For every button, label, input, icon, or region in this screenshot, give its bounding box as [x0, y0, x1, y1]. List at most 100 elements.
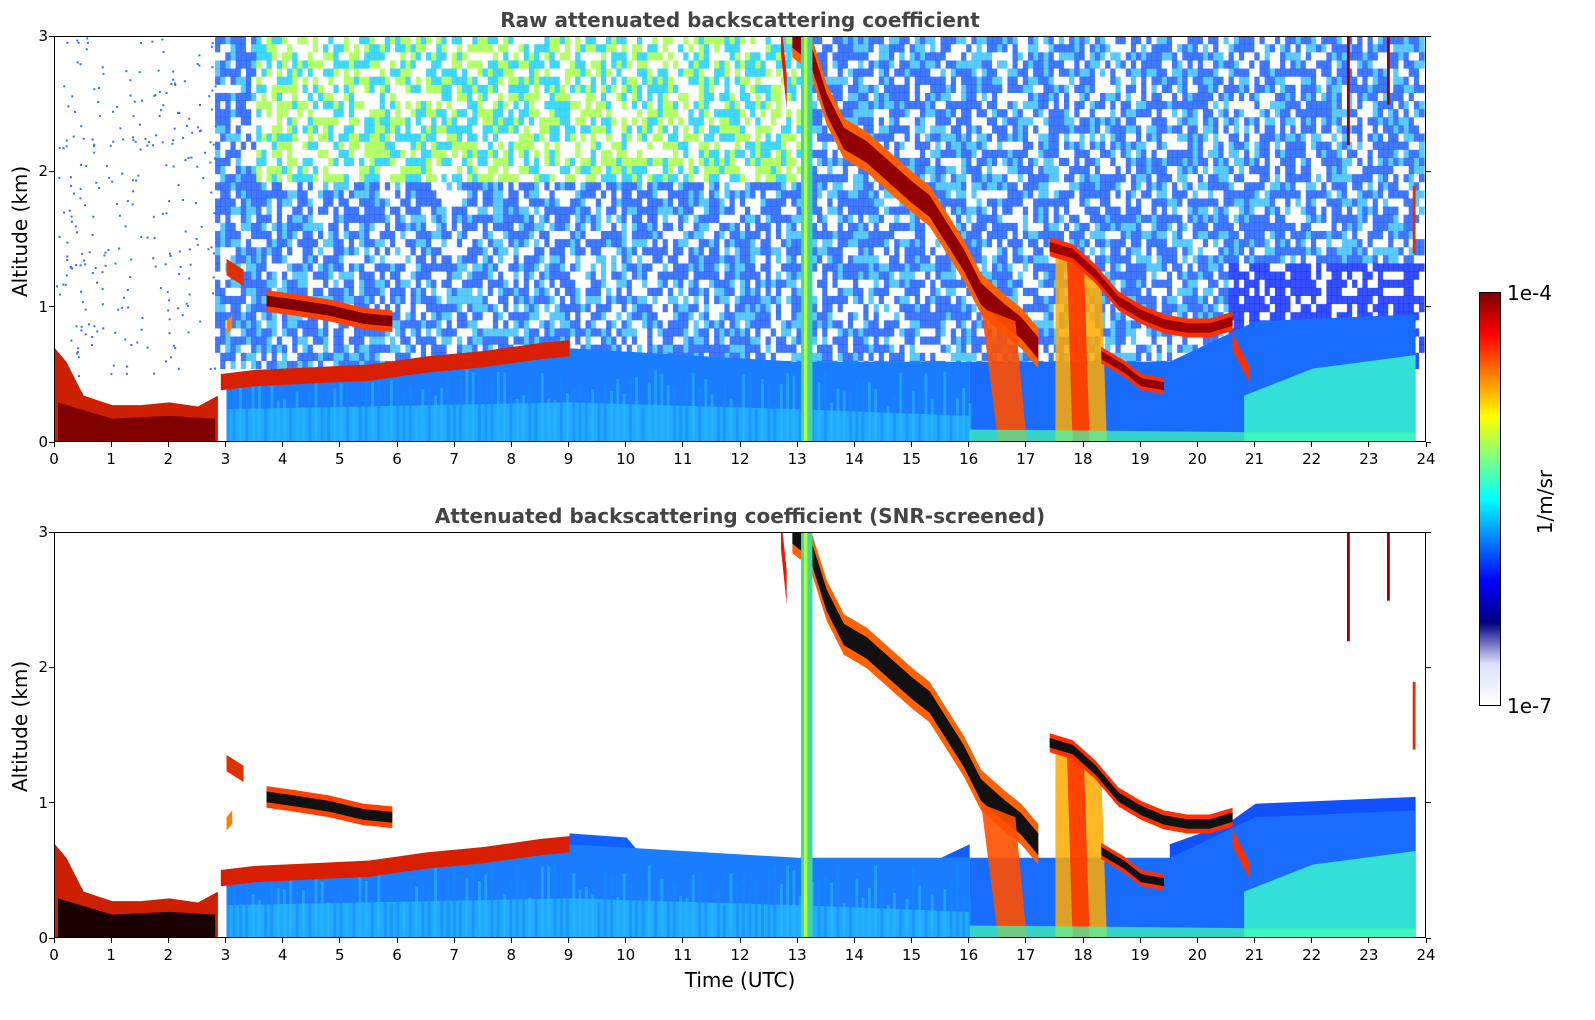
noise-speckle	[323, 37, 329, 45]
noise-speckle	[359, 124, 365, 134]
noise-speckle	[827, 230, 833, 240]
noise-speckle	[240, 271, 247, 280]
noise-speckle	[734, 43, 741, 53]
noise-speckle	[688, 37, 695, 45]
noise-speckle	[395, 238, 401, 248]
noise-speckle	[528, 254, 535, 264]
noise-speckle	[642, 287, 648, 296]
noise-speckle	[611, 116, 617, 126]
noise-speckle	[708, 133, 715, 142]
noise-speckle	[374, 279, 381, 288]
noise-speckle	[431, 116, 437, 126]
noise-speckle	[606, 157, 612, 167]
noise-speckle	[353, 327, 360, 337]
noise-speckle	[420, 116, 427, 126]
noise-speckle	[600, 238, 607, 248]
noise-speckle	[271, 230, 278, 240]
noise-speckle	[652, 68, 659, 77]
noise-speckle	[415, 100, 422, 110]
noise-speckle	[708, 344, 715, 353]
noise-speckle	[714, 60, 720, 69]
noise-speckle	[657, 222, 664, 232]
noise-speckle	[647, 214, 653, 223]
noise-speckle	[467, 279, 473, 288]
noise-speckle	[348, 344, 355, 353]
noise-speckle	[338, 189, 345, 199]
noise-speckle	[307, 37, 314, 45]
noise-speckle	[626, 246, 633, 256]
noise-speckle	[477, 263, 484, 272]
noise-speckle	[636, 149, 643, 158]
noise-speckle	[415, 51, 422, 61]
noise-speckle	[647, 295, 653, 305]
noise-speckle	[436, 246, 442, 256]
noise-speckle	[719, 271, 725, 280]
noise-speckle	[580, 165, 587, 175]
noise-speckle	[405, 271, 412, 280]
noise-speckle	[837, 198, 844, 207]
noise-speckle	[636, 206, 643, 215]
noise-speckle	[389, 214, 396, 223]
noise-speckle	[235, 181, 242, 191]
noise-speckle	[426, 238, 432, 248]
noise-speckle	[559, 214, 566, 223]
noise-speckle	[755, 157, 761, 167]
noise-speckle	[328, 100, 334, 110]
noise-speckle	[498, 181, 504, 191]
noise-speckle	[827, 271, 833, 280]
noise-speckle	[405, 214, 412, 223]
noise-speckle	[642, 295, 648, 305]
noise-speckle	[626, 51, 633, 61]
noise-speckle	[472, 206, 478, 215]
noise-speckle	[359, 206, 365, 215]
noise-speckle	[513, 37, 520, 45]
noise-speckle	[379, 133, 386, 142]
noise-speckle	[564, 246, 571, 256]
noise-speckle	[338, 37, 345, 45]
noise-speckle	[328, 263, 334, 272]
noise-speckle	[554, 51, 561, 61]
noise-speckle	[590, 124, 597, 134]
noise-speckle	[287, 173, 293, 183]
noise-speckle	[698, 116, 705, 126]
noise-speckle	[436, 311, 442, 321]
noise-speckle	[389, 68, 396, 77]
noise-speckle	[492, 108, 499, 118]
noise-speckle	[647, 84, 653, 93]
noise-speckle	[734, 84, 741, 93]
noise-speckle	[585, 336, 592, 345]
noise-speckle	[317, 157, 324, 167]
noise-speckle	[636, 198, 643, 207]
noise-speckle	[518, 84, 525, 93]
noise-speckle	[240, 238, 247, 248]
noise-speckle	[503, 173, 509, 183]
noise-speckle	[678, 189, 684, 199]
noise-speckle	[467, 100, 473, 110]
noise-speckle	[528, 311, 535, 321]
noise-speckle	[528, 238, 535, 248]
noise-speckle	[215, 43, 221, 53]
noise-speckle	[225, 295, 232, 305]
noise-speckle	[647, 238, 653, 248]
noise-speckle	[374, 263, 381, 272]
noise-speckle	[693, 165, 700, 175]
noise-speckle	[472, 92, 478, 102]
noise-speckle	[590, 230, 597, 240]
noise-speckle	[317, 108, 324, 118]
noise-speckle	[600, 165, 607, 175]
noise-speckle	[240, 198, 247, 207]
noise-speckle	[765, 181, 772, 191]
noise-speckle	[791, 295, 797, 305]
noise-speckle	[261, 222, 268, 232]
noise-speckle	[395, 181, 401, 191]
noise-speckle	[703, 84, 710, 93]
noise-speckle	[235, 360, 242, 370]
noise-speckle	[606, 295, 612, 305]
noise-speckle	[287, 116, 293, 126]
noise-speckle	[503, 279, 509, 288]
noise-speckle	[328, 246, 334, 256]
noise-speckle	[333, 84, 340, 93]
noise-speckle	[544, 60, 550, 69]
noise-speckle	[657, 165, 664, 175]
noise-speckle	[570, 263, 576, 272]
